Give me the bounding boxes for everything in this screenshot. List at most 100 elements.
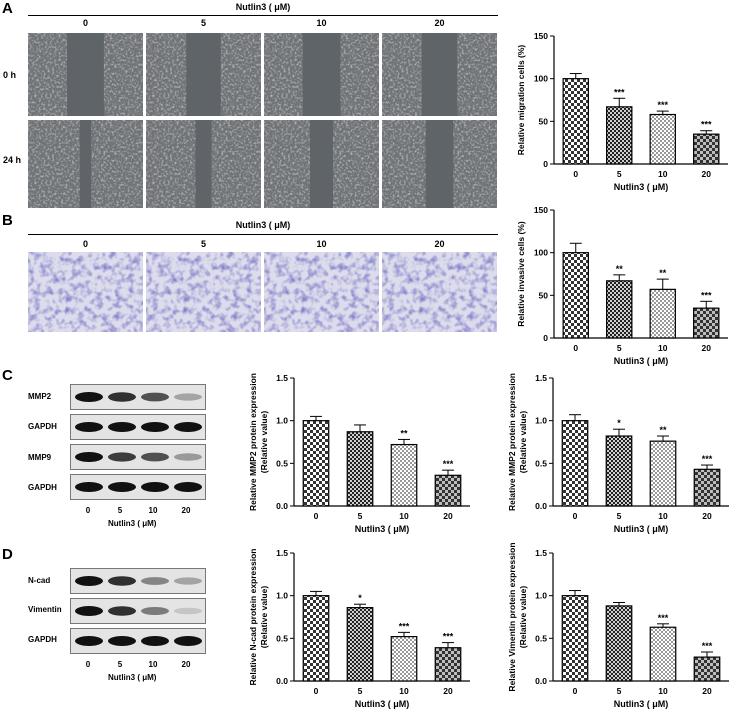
wound-image-0h-20	[382, 33, 497, 116]
significance-label: ***	[657, 100, 668, 110]
y-tick-label: 1.5	[276, 548, 288, 558]
blot-strip-n-cad	[70, 568, 206, 594]
bar-10	[649, 113, 676, 165]
mmp2-bar-chart-left: 0.0 0.5 1.0 1.5 0 5 ** 10 *** 20 Nutlin3 ( μM) Rela…	[248, 373, 470, 534]
bar-10	[390, 443, 418, 507]
panel-b-col-5: 5	[200, 239, 206, 249]
bar-0	[562, 78, 589, 165]
panel-b-col-10: 10	[316, 239, 327, 249]
y-tick-label: 1.5	[535, 548, 547, 558]
ncad-bar-chart: 0.0 0.5 1.0 1.5 0 * 5 *** 10 *** 20 Nutlin3 ( μM) Re…	[248, 548, 470, 709]
blot-label-gapdh-1: GAPDH	[28, 422, 57, 431]
y-tick-label: 0.0	[535, 501, 547, 511]
significance-label: ***	[399, 621, 410, 631]
x-tick-label: 5	[358, 686, 363, 696]
y-tick-label: 0.0	[276, 676, 288, 686]
bar-5	[346, 607, 374, 682]
y-tick-label: 1.0	[535, 416, 547, 426]
y-tick-label: 0	[543, 159, 548, 169]
blot-strip-mmp9	[70, 444, 206, 470]
significance-label: ***	[443, 459, 454, 469]
significance-label: ***	[701, 290, 712, 300]
x-tick-label: 5	[358, 511, 363, 521]
significance-label: **	[659, 268, 667, 278]
panel-b-letter: B	[2, 212, 13, 229]
transwell-image-0	[28, 252, 143, 332]
bar-5	[605, 605, 633, 682]
y-axis-label-unit: (Relative value)	[518, 411, 528, 474]
x-axis-label: Nutlin3 ( μM)	[355, 699, 410, 709]
bar-20	[434, 474, 462, 507]
x-tick-label: 0	[573, 686, 578, 696]
bar-10	[649, 440, 677, 507]
blot-c-xlabel: Nutlin3 ( μM)	[108, 519, 157, 528]
bar-5	[606, 106, 633, 165]
blot-c-lane-5: 5	[117, 506, 123, 515]
blot-label-mmp2: MMP2	[28, 392, 52, 401]
y-tick-label: 0.5	[276, 458, 288, 468]
significance-label: ***	[702, 454, 713, 464]
y-axis-label: Relative N-cad protein expression	[248, 549, 258, 686]
y-axis-label: Relative invasive cells (%)	[516, 221, 526, 327]
x-tick-label: 0	[573, 511, 578, 521]
wound-image-0h-0	[28, 33, 143, 116]
panel-a-header: Nutlin3 ( μM)	[235, 2, 291, 12]
x-tick-label: 0	[573, 169, 578, 179]
y-tick-label: 0.0	[535, 676, 547, 686]
x-tick-label: 0	[314, 511, 319, 521]
x-tick-label: 10	[399, 686, 409, 696]
y-tick-label: 0.5	[276, 633, 288, 643]
blot-strip-vimentin	[70, 598, 206, 624]
significance-label: **	[616, 264, 624, 274]
blot-strip-mmp2	[70, 384, 206, 410]
significance-label: **	[400, 428, 408, 438]
migration-bar-chart: 0 50 100 150 0 *** 5 *** 10 *** 20 Nutlin3 ( μM) Rel…	[516, 31, 728, 192]
bar-0	[561, 595, 589, 682]
x-tick-label: 20	[443, 511, 453, 521]
bar-0	[302, 420, 330, 507]
significance-label: ***	[614, 87, 625, 97]
x-tick-label: 10	[658, 169, 668, 179]
panel-a-row-0h: 0 h	[3, 70, 17, 80]
bar-0	[562, 252, 589, 339]
transwell-image-10	[264, 252, 379, 332]
panel-b-header-line	[28, 234, 498, 235]
x-axis-label: Nutlin3 ( μM)	[355, 524, 410, 534]
x-tick-label: 0	[573, 343, 578, 353]
y-axis-label: Relative migration cells (%)	[516, 45, 526, 156]
blot-d-lane-5: 5	[117, 660, 123, 669]
wound-image-24h-0	[28, 120, 143, 208]
y-axis-label: Relative MMP2 protein expression	[248, 373, 258, 511]
blot-d-lane-20: 20	[181, 660, 191, 669]
bar-5	[346, 431, 374, 507]
y-tick-label: 1.0	[276, 591, 288, 601]
x-tick-label: 10	[658, 511, 668, 521]
blot-d-lane-10: 10	[148, 660, 158, 669]
blot-d-xlabel: Nutlin3 ( μM)	[108, 673, 157, 682]
wound-image-0h-5	[146, 33, 261, 116]
blot-strip-gapdh	[70, 628, 206, 654]
blot-label-ncad: N-cad	[28, 576, 51, 585]
y-axis-label: Relative MMP2 protein expression	[507, 373, 517, 511]
blot-c-lane-20: 20	[181, 506, 191, 515]
x-tick-label: 20	[702, 511, 712, 521]
x-axis-label: Nutlin3 ( μM)	[614, 699, 669, 709]
y-tick-label: 0.5	[535, 458, 547, 468]
bar-10	[649, 626, 677, 682]
y-tick-label: 150	[534, 205, 548, 215]
y-tick-label: 1.0	[535, 591, 547, 601]
panel-b-col-0: 0	[82, 239, 88, 249]
significance-label: ***	[443, 632, 454, 642]
invasion-bar-chart: 0 50 100 150 0 ** 5 ** 10 *** 20 Nutlin3 ( μM) Relat…	[516, 205, 728, 366]
bar-5	[605, 435, 633, 507]
x-tick-label: 0	[314, 686, 319, 696]
bar-0	[561, 420, 589, 507]
panel-a-letter: A	[2, 0, 13, 17]
significance-label: **	[659, 425, 667, 435]
panel-a-col-10: 10	[316, 18, 327, 28]
blot-label-gapdh-2: GAPDH	[28, 483, 57, 492]
panel-a-row-24h: 24 h	[3, 155, 22, 165]
x-axis-label: Nutlin3 ( μM)	[614, 182, 669, 192]
blot-c-lane-10: 10	[148, 506, 158, 515]
x-tick-label: 5	[617, 169, 622, 179]
